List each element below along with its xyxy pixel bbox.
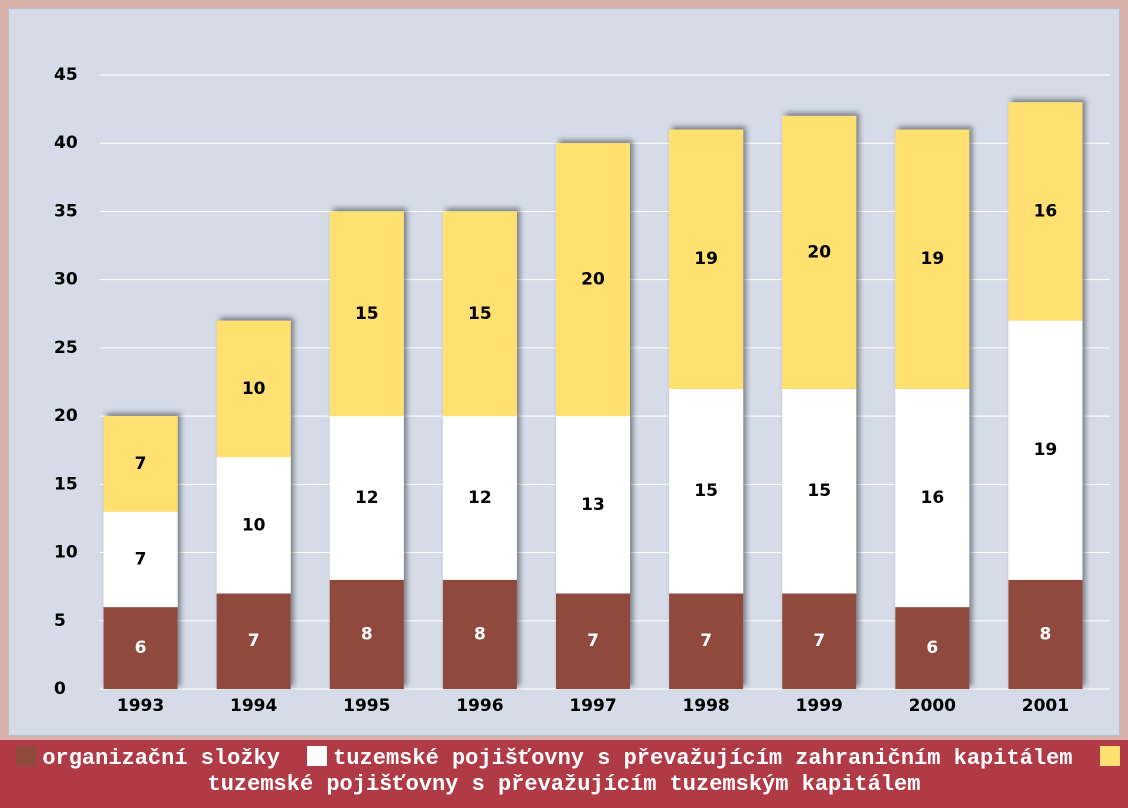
data-label: 19 [1034,440,1058,460]
x-tick-label: 1997 [569,696,616,716]
y-tick-label: 45 [54,65,78,85]
y-tick-label: 20 [54,406,78,426]
bar-segment [782,388,857,594]
data-label: 8 [1040,624,1052,644]
bar-segment [669,388,744,594]
legend-label: organizační složky [42,746,280,771]
y-tick-label: 25 [54,338,78,358]
bar-segment [1008,579,1083,689]
y-tick-label: 40 [54,133,78,153]
bar-segment [895,129,970,389]
data-label: 7 [135,549,147,569]
data-label: 7 [813,631,825,651]
legend: organizační složky tuzemské pojišťovny s… [0,740,1128,808]
bar-stack [329,211,404,689]
data-label: 15 [694,481,718,501]
y-tick-label: 5 [54,611,66,631]
bar-segment [103,607,178,689]
x-tick-label: 1996 [456,696,503,716]
x-tick-label: 1998 [682,696,729,716]
bar-segment [329,416,404,580]
bar-segment [895,388,970,608]
x-tick-label: 1999 [796,696,843,716]
data-label: 15 [355,304,379,324]
bar-segment [329,211,404,417]
data-label: 10 [242,379,266,399]
bar-segment [782,115,857,389]
data-label: 20 [807,242,831,262]
data-label: 6 [926,638,938,658]
bar-segment [329,579,404,689]
data-label: 8 [361,624,373,644]
legend-swatch [1099,746,1120,766]
data-label: 19 [694,249,718,269]
data-label: 20 [581,270,605,290]
x-tick-label: 2001 [1022,696,1069,716]
bar-segment [103,416,178,512]
y-tick-label: 15 [54,474,78,494]
data-label: 19 [920,249,944,269]
data-label: 12 [355,488,379,508]
y-tick-label: 10 [54,543,78,563]
data-label: 16 [1034,201,1058,221]
legend-label: tuzemské pojišťovny s převažujícím tuzem… [207,772,921,797]
chart: 0 5 10 15 20 25 30 35 40 45 1993 6 7 7 1994 7 10 10 1995 8 1… [54,65,1110,716]
bar-stack [1008,102,1083,689]
bar-segment [556,143,630,417]
bar-segment [442,579,517,689]
data-label: 16 [920,488,944,508]
data-label: 7 [587,631,599,651]
bar-segment [216,320,291,458]
bar-stack [895,129,970,689]
bar-segment [216,593,291,689]
x-tick-label: 1994 [230,696,277,716]
bar-segment [669,593,744,689]
bar-segment [442,416,517,580]
x-tick-label: 1993 [117,696,164,716]
data-label: 12 [468,488,492,508]
bar-stack [103,416,178,689]
y-tick-label: 35 [54,201,78,221]
bar-segment [895,607,970,689]
legend-swatch [16,746,37,766]
bar-segment [103,511,178,608]
bar-segment [556,593,630,689]
data-label: 15 [807,481,831,501]
bar-stack [216,320,291,689]
bar-segment [782,593,857,689]
x-tick-label: 2000 [909,696,956,716]
bar-stack [442,211,517,689]
bar-segment [1008,102,1083,321]
bar-stack [782,115,857,689]
legend-swatch [307,746,328,766]
bar-segment [556,416,630,594]
data-label: 7 [248,631,260,651]
x-tick-label: 1995 [343,696,390,716]
data-label: 8 [474,624,486,644]
bar-segment [216,457,291,594]
plot-panel: 0 5 10 15 20 25 30 35 40 45 1993 6 7 7 1994 7 10 10 1995 8 1… [8,8,1120,736]
legend-label: tuzemské pojišťovny s převažujícím zahra… [333,746,1073,771]
data-label: 13 [581,495,605,515]
data-label: 6 [135,638,147,658]
data-label: 15 [468,304,492,324]
bar-segment [442,211,517,417]
bar-segment [669,129,744,389]
bar-stack [556,143,630,689]
y-tick-label: 30 [54,270,78,290]
data-label: 7 [135,454,147,474]
data-label: 7 [700,631,712,651]
bar-stack [669,129,744,689]
y-tick-label: 0 [54,679,66,699]
data-label: 10 [242,515,266,535]
bar-segment [1008,320,1083,580]
